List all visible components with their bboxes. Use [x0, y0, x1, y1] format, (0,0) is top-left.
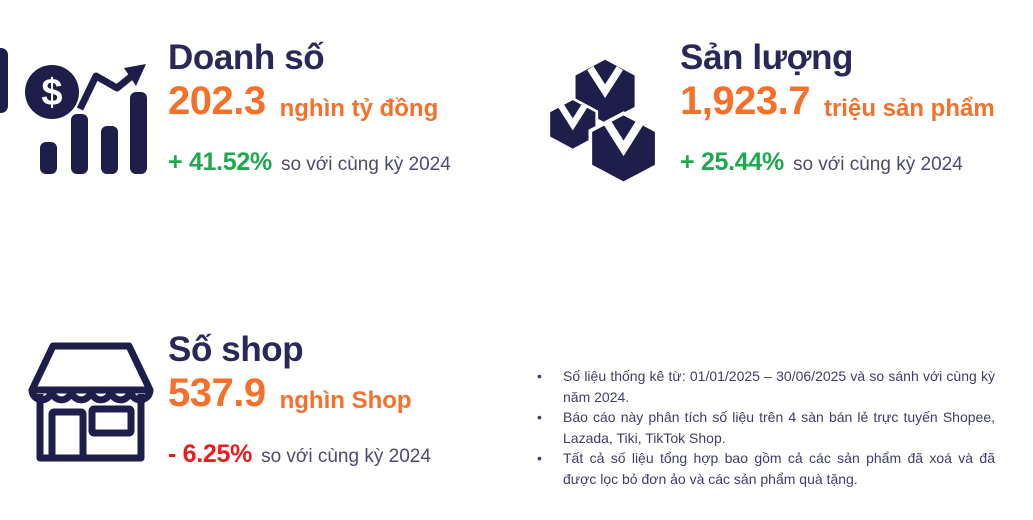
stat-unit: nghìn tỷ đồng: [279, 95, 439, 122]
stat-change: + 25.44%: [680, 148, 784, 176]
note-item: Tất cả số liệu tổng hợp bao gồm cả các s…: [537, 448, 995, 489]
stat-value: 1,923.7: [680, 79, 810, 123]
note-item: Số liệu thống kê từ: 01/01/2025 – 30/06/…: [537, 366, 995, 407]
stat-value: 537.9: [168, 371, 266, 415]
storefront-icon: [25, 332, 157, 468]
notes-list: Số liệu thống kê từ: 01/01/2025 – 30/06/…: [533, 366, 995, 489]
stat-value: 202.3: [168, 79, 266, 123]
stat-card-volume: Sản lượng 1,923.7 triệu sản phẩm + 25.44…: [546, 38, 1033, 208]
dollar-glyph: $: [41, 72, 62, 114]
stacked-boxes-icon: [546, 56, 666, 190]
stat-compare-label: so với cùng kỳ 2024: [280, 154, 451, 175]
stat-title: Số shop: [168, 330, 304, 369]
dollar-bar-chart-icon: $: [20, 40, 160, 190]
methodology-notes: Số liệu thống kê từ: 01/01/2025 – 30/06/…: [533, 366, 995, 489]
stat-unit: triệu sản phẩm: [823, 95, 995, 122]
stat-unit: nghìn Shop: [279, 387, 412, 414]
stat-card-shops: Số shop 537.9 nghìn Shop - 6.25% so với …: [25, 330, 525, 500]
stat-title: Sản lượng: [680, 38, 854, 77]
stat-card-revenue: $ Doanh số 202.3 nghìn tỷ đồng + 41.52% …: [20, 38, 520, 208]
stat-change: + 41.52%: [168, 148, 272, 176]
stat-title: Doanh số: [168, 38, 325, 77]
stat-compare-label: so với cùng kỳ 2024: [261, 446, 431, 467]
stat-change: - 6.25%: [168, 440, 253, 468]
stat-compare-label: so với cùng kỳ 2024: [792, 154, 963, 175]
note-item: Báo cáo này phân tích số liệu trên 4 sàn…: [537, 407, 995, 448]
clipped-edge-shape: [0, 48, 8, 113]
